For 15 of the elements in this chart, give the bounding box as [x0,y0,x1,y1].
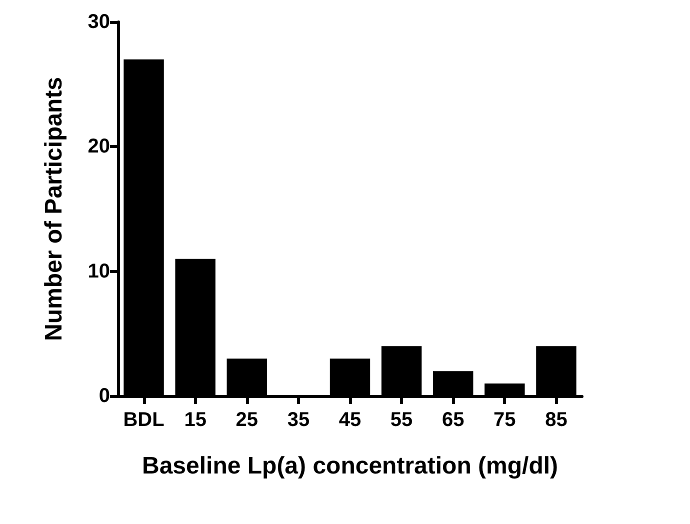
x-tick-label: BDL [123,409,164,431]
y-tick-label: 30 [88,11,110,33]
y-tick-label: 0 [98,385,110,407]
x-tick-label: 45 [338,409,362,431]
x-tick-label: 85 [545,409,568,431]
x-tick-label: 25 [236,409,258,431]
x-axis-title: Baseline Lp(a) concentration (mg/dl) [142,452,558,480]
x-tick-label: 15 [184,409,206,431]
y-tick-label: 10 [88,260,110,282]
x-tick-label: 65 [442,409,464,431]
x-tick-label: 75 [494,409,516,431]
x-tick-label: 55 [390,409,413,431]
x-tick-label: 35 [287,409,310,431]
y-tick-label: 20 [88,136,110,158]
y-axis-title: Number of Participants [40,76,68,342]
